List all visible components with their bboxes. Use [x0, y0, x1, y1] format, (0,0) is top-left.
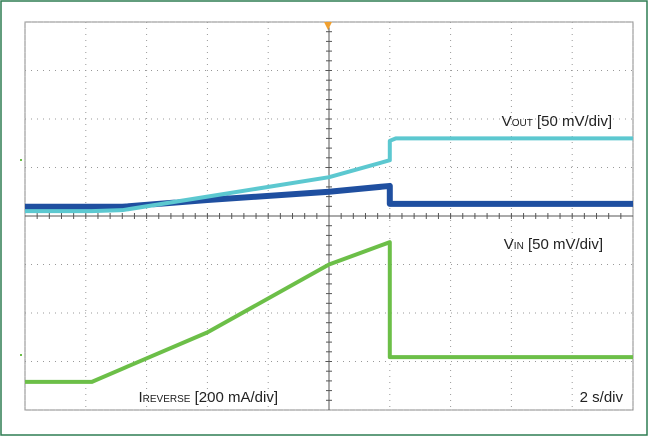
annotation-main: V: [504, 236, 514, 253]
annotation-sub: OUT: [512, 118, 533, 129]
annotation-sub: REVERSE: [143, 394, 191, 405]
annotation: 2 s/div: [580, 389, 624, 406]
trace: [25, 182, 633, 210]
trigger-marker: [324, 22, 332, 30]
annotation: IREVERSE [200 mA/div]: [138, 389, 278, 406]
annotation: VOUT [50 mV/div]: [502, 113, 612, 130]
annotation: VIN [50 mV/div]: [504, 236, 603, 253]
annotation-main: V: [502, 113, 512, 130]
annotation-sub: IN: [514, 241, 524, 252]
annotation-text: [50 mV/div]: [528, 236, 603, 253]
annotation-text: [50 mV/div]: [537, 113, 612, 130]
trace: [25, 240, 633, 384]
annotation-main: I: [138, 389, 142, 406]
trace: [25, 136, 633, 214]
annotation-text: 2 s/div: [580, 389, 624, 406]
annotation-text: [200 mA/div]: [195, 389, 278, 406]
